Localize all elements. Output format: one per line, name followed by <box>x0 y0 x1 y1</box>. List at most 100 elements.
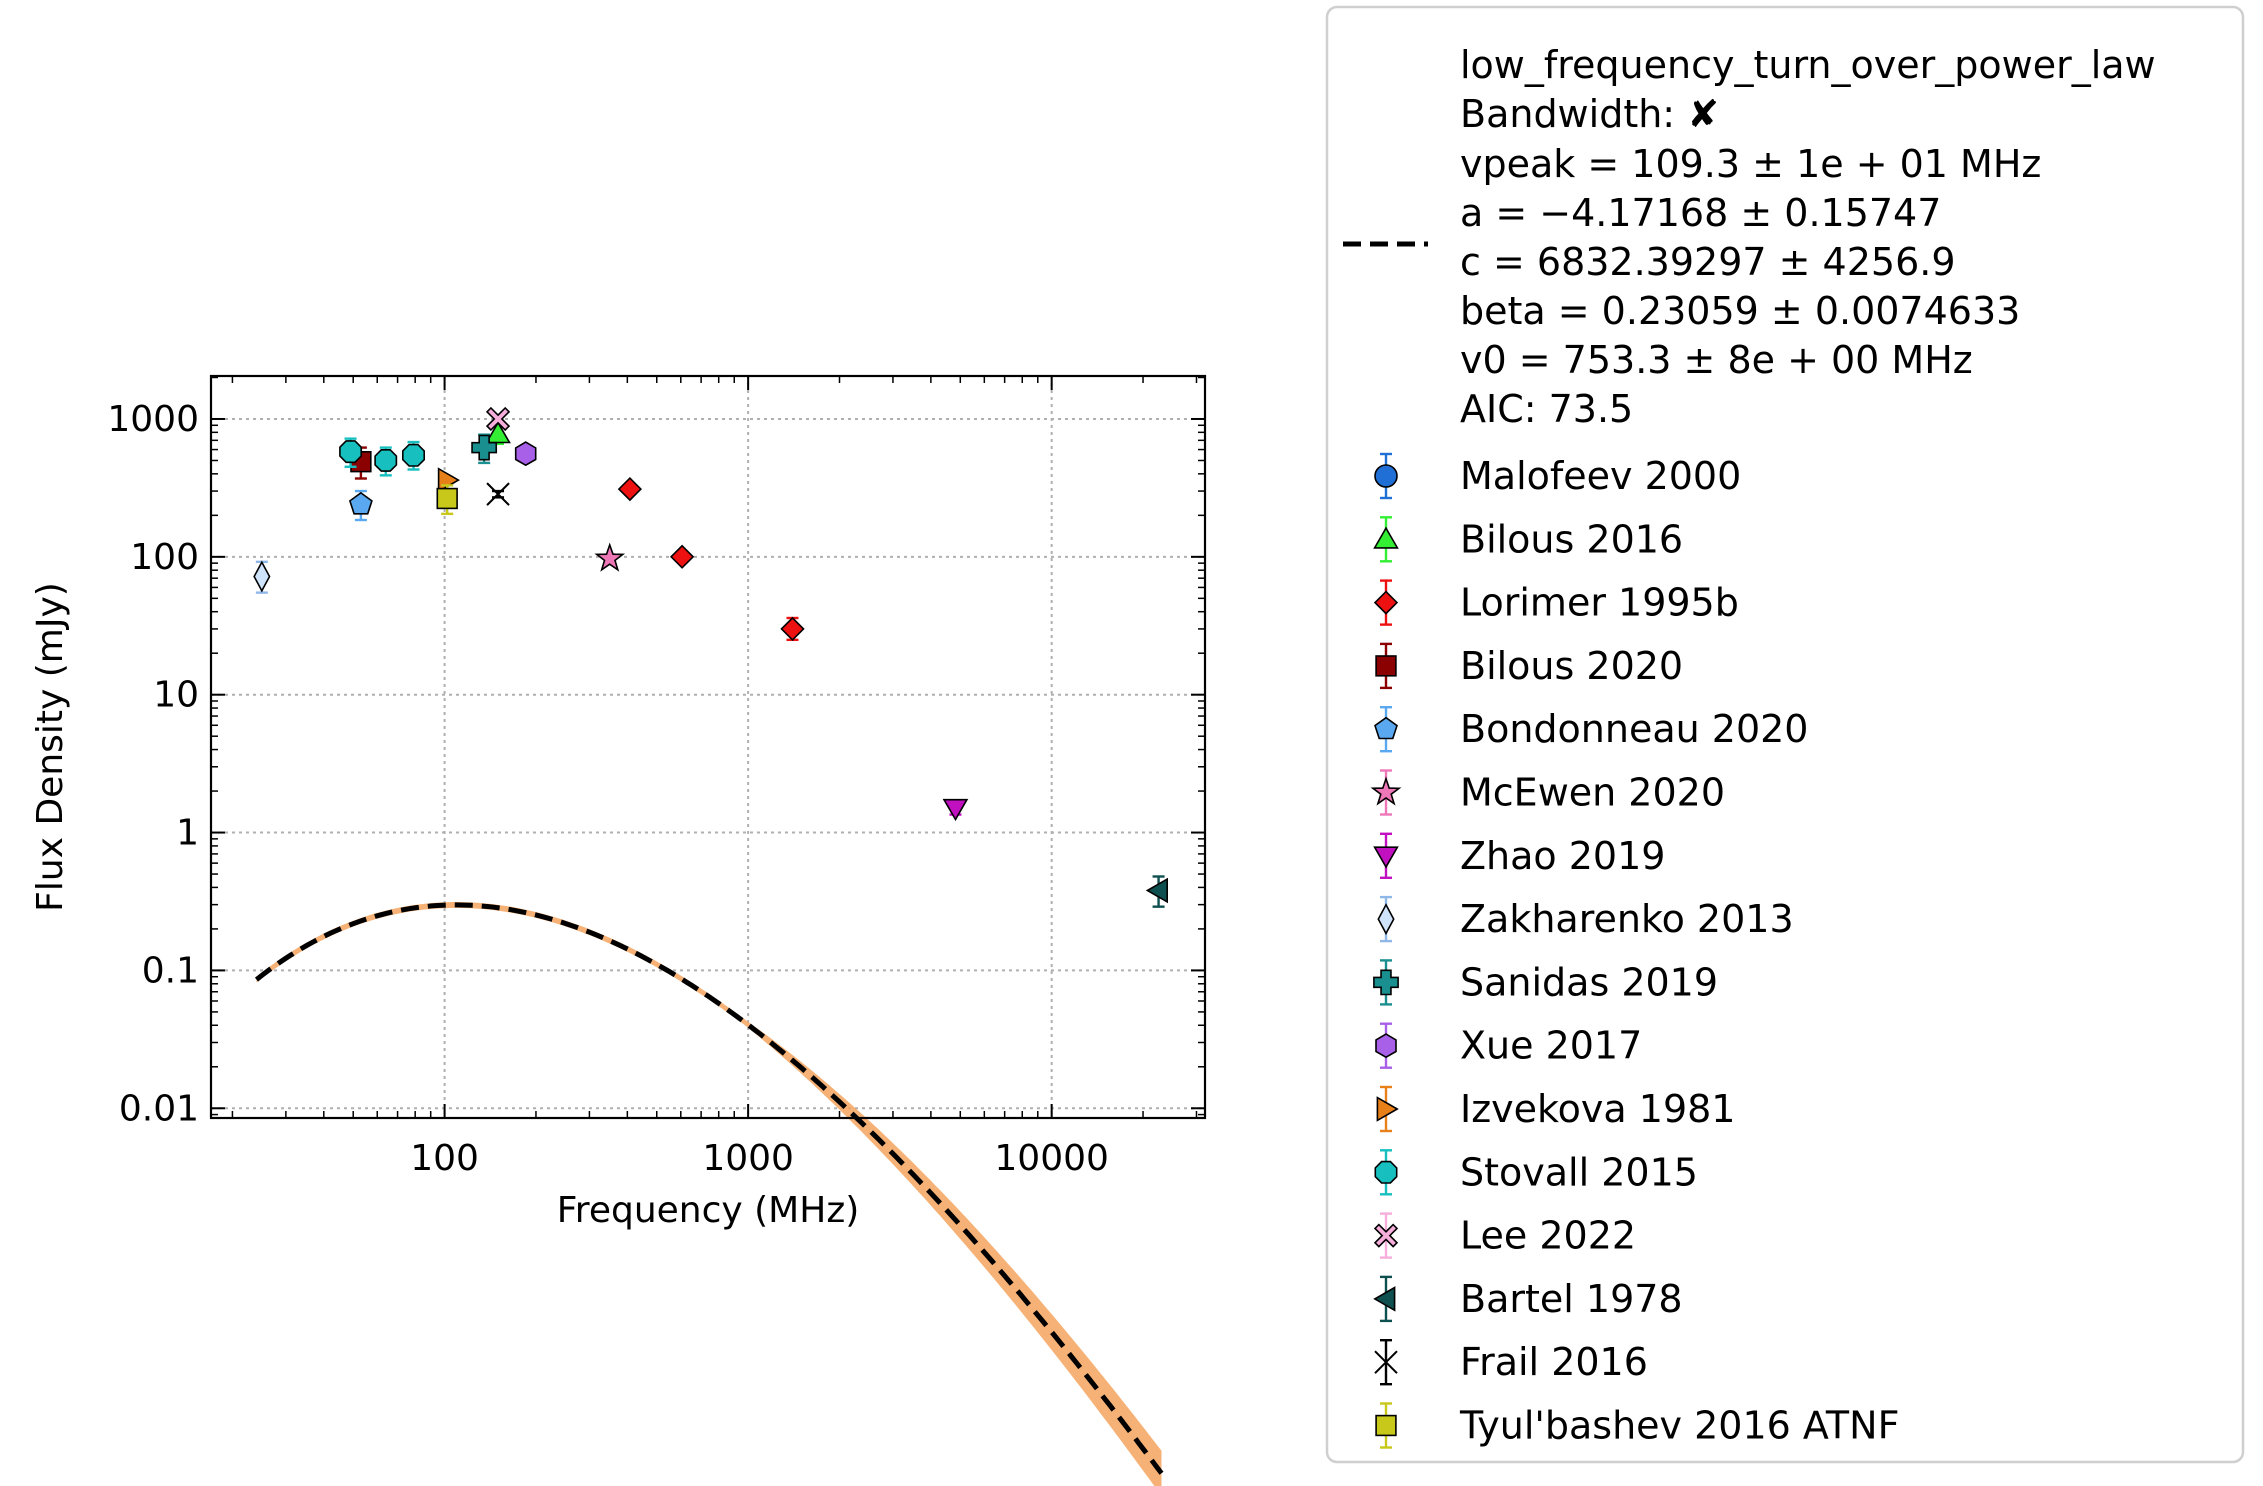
data-point-shape <box>617 476 643 502</box>
legend-swatch-marker-shape <box>1374 1160 1398 1184</box>
legend-entry-label: Tyul'bashev 2016 ATNF <box>1459 1404 1899 1448</box>
x-tick-label: 1000 <box>702 1138 794 1179</box>
legend-swatch-marker <box>1375 655 1397 677</box>
legend-entry-label: Frail 2016 <box>1460 1340 1648 1384</box>
legend-frame <box>1325 5 2245 1464</box>
data-point-shape <box>348 491 373 515</box>
data-point <box>1145 877 1168 904</box>
legend-entry: Lorimer 1995b <box>1373 579 1739 626</box>
legend-entry: Zhao 2019 <box>1373 832 1665 879</box>
legend-entry: McEwen 2020 <box>1370 769 1725 816</box>
legend-fit-name: low_frequency_turn_over_power_law <box>1460 43 2156 87</box>
data-point <box>253 560 271 593</box>
legend-swatch-marker <box>1377 903 1395 936</box>
data-point-shape <box>1145 877 1168 904</box>
legend-series-entries: Malofeev 2000 Bilous 2016 Lorimer 1995b Bil… <box>1370 452 1899 1449</box>
data-point-shape <box>594 542 626 572</box>
legend-swatch-marker <box>1373 846 1399 869</box>
legend-swatch-marker-shape <box>1373 969 1399 996</box>
legend-swatch-marker-shape <box>1374 716 1398 740</box>
legend-entry: Bilous 2020 <box>1375 642 1683 690</box>
y-tick-label: 0.01 <box>119 1088 199 1129</box>
legend-entry-label: Bilous 2020 <box>1460 644 1683 688</box>
data-point <box>780 616 805 642</box>
legend-entry-label: Stovall 2015 <box>1460 1150 1698 1194</box>
legend-entry-label: Bondonneau 2020 <box>1460 707 1808 751</box>
legend-entry: Zakharenko 2013 <box>1377 895 1794 943</box>
legend-swatch-marker <box>1373 969 1399 996</box>
legend-swatch-marker <box>1373 526 1399 549</box>
data-point <box>401 443 426 467</box>
axis-ticks: 100 1000 10000 0.01 0.1 1 10 100 1000 <box>107 376 1205 1179</box>
legend-swatch-marker-shape <box>1374 1350 1398 1374</box>
legend-bandwidth-cross-icon: ✘ <box>1687 92 1719 136</box>
legend-fit-parameter: v0 = 753.3 ± 8e + 00 MHz <box>1460 338 1973 382</box>
legend-entry-label: Zakharenko 2013 <box>1460 897 1794 941</box>
legend-entry: Bondonneau 2020 <box>1374 706 1808 753</box>
legend-entry: Tyul'bashev 2016 ATNF <box>1375 1402 1899 1449</box>
legend-swatch-marker-shape <box>1370 776 1402 806</box>
legend-swatch-marker-shape <box>1377 903 1395 936</box>
legend-swatch-marker <box>1373 590 1399 615</box>
legend-swatch-marker-shape <box>1374 464 1398 488</box>
fit-curve <box>254 902 1164 1475</box>
legend-entry-label: Malofeev 2000 <box>1460 454 1741 498</box>
legend-entry: Bilous 2016 <box>1373 516 1683 563</box>
data-point-shape <box>401 443 426 467</box>
data-points <box>253 406 1168 908</box>
data-point-shape <box>485 406 511 432</box>
legend-entry: Sanidas 2019 <box>1373 959 1718 1006</box>
legend-entry-label: Lee 2022 <box>1460 1214 1636 1258</box>
legend-swatch-marker-shape <box>1373 1223 1399 1248</box>
x-tick-label: 10000 <box>994 1138 1109 1179</box>
legend-fit-parameter: c = 6832.39297 ± 4256.9 <box>1460 240 1956 284</box>
data-point <box>594 542 626 572</box>
legend-swatch-marker <box>1373 1286 1396 1312</box>
data-point <box>471 434 498 461</box>
legend-swatch-marker-shape <box>1373 1286 1396 1312</box>
legend-entry: Lee 2022 <box>1373 1212 1636 1259</box>
legend-swatch-marker-shape <box>1373 590 1399 615</box>
x-tick-label: 100 <box>410 1138 479 1179</box>
y-tick-label: 1 <box>176 813 199 854</box>
data-point-shape <box>471 434 498 461</box>
legend-swatch-marker <box>1374 1160 1398 1184</box>
legend-entry: Frail 2016 <box>1374 1338 1648 1386</box>
data-point-shape <box>486 482 510 506</box>
data-point <box>942 798 969 822</box>
data-point <box>339 440 363 464</box>
legend-entry: Izvekova 1981 <box>1376 1085 1735 1133</box>
legend-entry: Stovall 2015 <box>1374 1149 1698 1196</box>
legend-entry-label: Sanidas 2019 <box>1460 960 1718 1004</box>
legend-fit-parameter: vpeak = 109.3 ± 1e + 01 MHz <box>1460 142 2041 186</box>
legend-swatch-marker-shape <box>1373 526 1399 549</box>
x-axis-label: Frequency (MHz) <box>557 1190 860 1231</box>
legend-entry-label: Bartel 1978 <box>1460 1277 1683 1321</box>
data-point-shape <box>485 421 511 444</box>
legend-entry-label: Zhao 2019 <box>1460 834 1665 878</box>
data-point-shape <box>253 560 271 593</box>
data-point-shape <box>942 798 969 822</box>
y-tick-label: 100 <box>130 537 199 578</box>
legend-swatch-marker-shape <box>1375 1414 1397 1437</box>
legend-fit-parameters: vpeak = 109.3 ± 1e + 01 MHz a = −4.17168 … <box>1460 142 2041 431</box>
legend-bandwidth: Bandwidth: ✘ <box>1460 92 1719 136</box>
legend-fit-parameter: beta = 0.23059 ± 0.0074633 <box>1460 289 2020 333</box>
data-point <box>374 448 398 472</box>
data-point-shape <box>436 487 458 510</box>
data-point <box>669 544 695 569</box>
data-point <box>436 487 458 510</box>
legend-swatch-marker <box>1374 716 1398 740</box>
legend-swatch-marker-shape <box>1375 655 1397 677</box>
legend-swatch-marker <box>1374 1350 1398 1374</box>
legend-entry-label: Izvekova 1981 <box>1460 1087 1735 1131</box>
legend-swatch-marker <box>1373 1223 1399 1248</box>
legend-fit-parameter: a = −4.17168 ± 0.15747 <box>1460 191 1941 235</box>
data-point <box>485 406 511 432</box>
data-point <box>617 476 643 502</box>
legend-entry-label: McEwen 2020 <box>1460 771 1725 815</box>
legend-entry: Xue 2017 <box>1375 1022 1642 1069</box>
legend: low_frequency_turn_over_power_law Bandwi… <box>1325 5 2245 1464</box>
data-point-shape <box>780 616 805 642</box>
